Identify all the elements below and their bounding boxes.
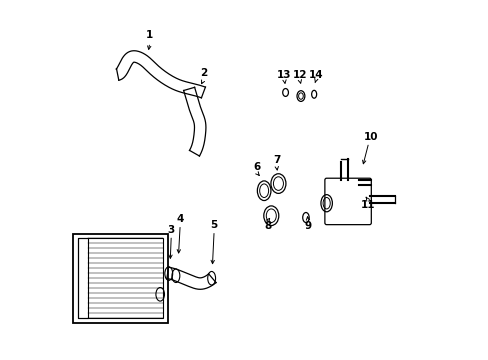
Text: 11: 11: [360, 200, 374, 210]
Text: 10: 10: [364, 132, 378, 142]
Text: 8: 8: [264, 221, 271, 231]
Text: 14: 14: [308, 69, 323, 80]
Text: 3: 3: [167, 225, 175, 235]
Bar: [73, 234, 167, 323]
Text: 4: 4: [176, 214, 183, 224]
Text: 12: 12: [292, 69, 306, 80]
Text: 6: 6: [253, 162, 260, 172]
Text: 7: 7: [272, 156, 280, 165]
Text: 5: 5: [210, 220, 217, 230]
Bar: [78, 238, 87, 318]
Bar: [78, 238, 163, 318]
Text: 9: 9: [304, 221, 311, 231]
Text: 1: 1: [146, 30, 153, 40]
Text: 2: 2: [200, 68, 206, 78]
Text: 13: 13: [277, 69, 291, 80]
